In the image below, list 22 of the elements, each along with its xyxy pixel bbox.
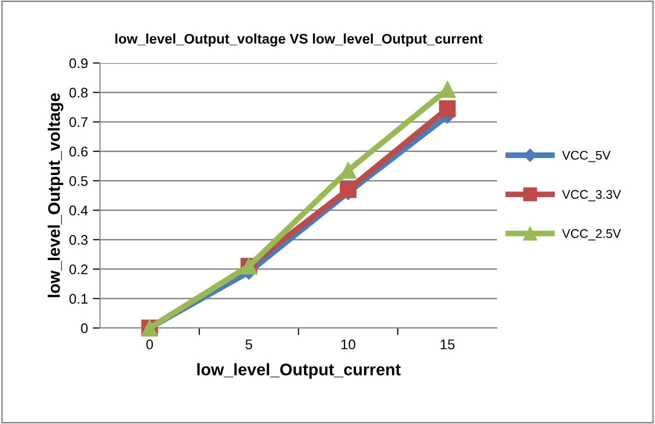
- y-tick-label: 0.7: [69, 117, 88, 128]
- x-tick-label: 15: [440, 340, 455, 350]
- x-tick-label: 5: [246, 340, 252, 350]
- y-tick-label: 0.5: [69, 176, 88, 186]
- y-tick-label: 0.6: [69, 146, 88, 157]
- legend-label: VCC_3.3V: [562, 190, 622, 202]
- point: [340, 181, 356, 198]
- y-tick-label: 0.1: [69, 294, 88, 304]
- x-tick-label: 0: [146, 339, 153, 350]
- x-axis-title: low_level_Output_current: [197, 363, 401, 379]
- y-tick-label: 0.3: [69, 235, 88, 245]
- y-tick-label: 0.2: [69, 264, 88, 274]
- y-tick-label: 0.9: [69, 58, 88, 68]
- point: [439, 100, 456, 117]
- chart-title: low_level_Output_voltage VS low_level_Output_current: [115, 33, 482, 46]
- y-tick-label: 0.4: [69, 206, 88, 216]
- x-tick-label: 10: [341, 339, 356, 350]
- legend-label: VCC_5V: [562, 150, 611, 162]
- y-tick-label: 0: [81, 323, 88, 334]
- y-axis-title: low_level_Output_voltage: [48, 93, 64, 298]
- y-tick-label: 0.8: [69, 88, 88, 98]
- legend-label: VCC_2.5V: [562, 229, 622, 240]
